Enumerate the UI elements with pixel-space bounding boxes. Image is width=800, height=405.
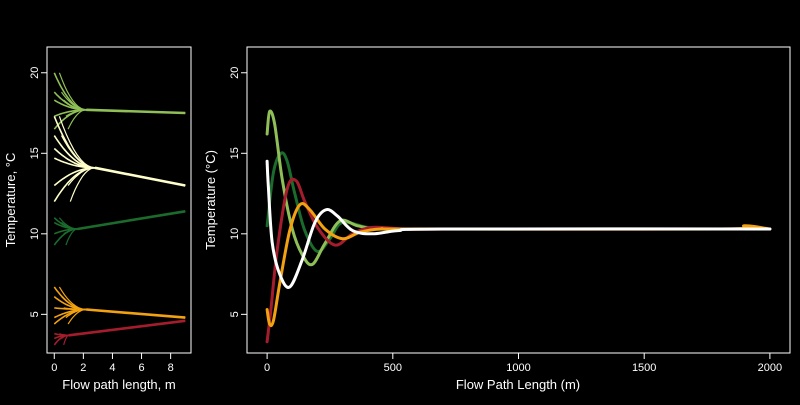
right-axes: 0 500 1000 1500 2000 5 10 15 20	[229, 67, 782, 374]
left-series-cross-line-red	[63, 334, 69, 346]
left-axes: 0 2 4 6 8 5 10 15 20	[29, 67, 174, 374]
left-y-tick-label: 10	[29, 228, 41, 240]
right-x-tick-label: 1500	[632, 362, 656, 374]
left-x-tick-label: 4	[109, 362, 115, 374]
left-series-cross-line-cream	[69, 167, 96, 202]
left-series-trunk-red	[68, 319, 186, 337]
left-y-tick-label: 20	[29, 67, 41, 79]
left-series-line-orange	[53, 295, 186, 319]
left-series-trunk-orange	[86, 308, 186, 319]
left-series-group	[53, 72, 186, 346]
left-x-tick-label: 8	[168, 362, 174, 374]
right-y-tick-label: 20	[229, 67, 241, 79]
right-x-tick-label: 0	[264, 362, 270, 374]
left-series-cross-line-orange	[67, 308, 87, 325]
right-series-line-white	[265, 159, 772, 289]
right-panel: 0 500 1000 1500 2000 5 10 15 20 Flow Path Length…	[203, 46, 791, 392]
left-series-line-cream	[53, 167, 186, 203]
left-x-tick-label: 0	[51, 362, 57, 374]
left-series-line-dark_green	[53, 210, 186, 246]
right-x-axis-title: Flow Path Length (m)	[456, 377, 580, 392]
left-y-tick-label: 15	[29, 147, 41, 159]
right-x-tick-label: 2000	[758, 362, 782, 374]
left-x-tick-label: 6	[138, 362, 144, 374]
left-series-trunk-light_green	[86, 108, 186, 115]
right-plot-frame	[246, 46, 791, 354]
left-series-cross-line-dark_green	[65, 228, 78, 246]
right-series-group	[265, 109, 772, 344]
right-y-tick-label: 10	[229, 228, 241, 240]
right-series-line-red	[265, 177, 772, 344]
right-series-line-dark_green	[265, 151, 772, 254]
left-series-line-red	[53, 320, 186, 346]
left-series-cross-line-light_green	[67, 109, 87, 130]
right-x-tick-label: 500	[384, 362, 402, 374]
left-x-tick-label: 2	[80, 362, 86, 374]
right-y-tick-label: 5	[229, 311, 241, 317]
left-y-tick-label: 5	[29, 311, 41, 317]
left-series-line-light_green	[53, 109, 186, 130]
left-series-trunk-cream	[94, 166, 186, 187]
left-plot-frame	[46, 46, 192, 354]
right-y-tick-label: 15	[229, 147, 241, 159]
left-series-line-cream	[53, 115, 186, 187]
right-y-axis-title: Temperature (°C)	[203, 150, 218, 250]
right-x-tick-label: 1000	[506, 362, 530, 374]
left-x-axis-title: Flow path length, m	[62, 377, 175, 392]
left-series-trunk-dark_green	[77, 210, 186, 231]
left-panel: 0 2 4 6 8 5 10 15 20 Flow path length, m Tempera…	[3, 46, 192, 392]
left-y-axis-title: Temperature, °C	[3, 153, 18, 248]
